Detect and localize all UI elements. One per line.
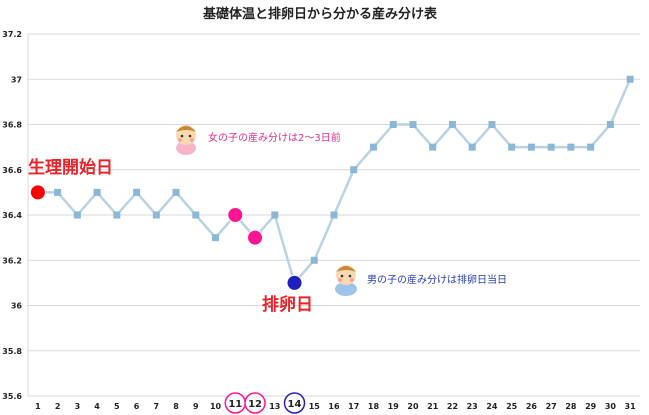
data-point <box>429 143 437 151</box>
baby-boy-icon <box>335 265 357 296</box>
x-tick-label: 20 <box>407 402 419 411</box>
x-tick-label: 12 <box>248 399 262 410</box>
data-point <box>547 143 555 151</box>
data-point <box>389 121 397 128</box>
x-tick-label: 23 <box>467 402 478 411</box>
y-tick-label: 35.6 <box>2 392 22 401</box>
data-point <box>587 143 595 151</box>
x-tick-label: 17 <box>348 402 359 411</box>
data-point <box>508 143 516 151</box>
y-tick-label: 36.6 <box>2 166 22 175</box>
data-point <box>212 234 220 242</box>
highlight-point <box>29 184 46 201</box>
y-tick-label: 37.2 <box>2 30 22 39</box>
x-tick-label: 15 <box>309 402 321 411</box>
x-tick-label: 1 <box>35 402 41 411</box>
highlight-points <box>29 184 303 291</box>
data-point <box>567 143 575 151</box>
day-circle <box>244 392 266 414</box>
data-point <box>409 121 417 128</box>
x-tick-label: 28 <box>565 402 577 411</box>
x-tick-label: 26 <box>526 402 538 411</box>
x-tick-label: 5 <box>114 402 120 411</box>
data-markers <box>54 75 634 264</box>
y-tick-label: 36.4 <box>2 211 22 220</box>
data-point <box>448 121 456 128</box>
y-tick-label: 35.8 <box>2 347 22 356</box>
x-tick-label: 3 <box>75 402 81 411</box>
x-axis-ticks: 1 2 3 4 5 6 7 8 9 10 11 12 13 14 15 16 17 18 19 20 21 22 23 24 2… <box>35 392 637 414</box>
series-polyline <box>37 78 632 286</box>
x-tick-label: 31 <box>625 402 637 411</box>
data-point <box>468 143 476 151</box>
data-point <box>369 143 377 151</box>
series-line <box>37 78 632 286</box>
data-point <box>488 121 496 128</box>
x-tick-label: 13 <box>269 402 280 411</box>
y-tick-label: 36 <box>11 302 23 311</box>
data-point <box>330 211 338 219</box>
highlight-point <box>227 207 244 223</box>
day-circle <box>283 392 306 414</box>
x-tick-label: 18 <box>368 402 380 411</box>
y-axis-ticks: 35.6 35.8 36 36.2 36.4 36.6 36.8 37 37.2 <box>2 30 22 401</box>
data-point <box>626 75 634 83</box>
x-tick-label: 4 <box>94 402 100 411</box>
baby-girl-icon <box>176 125 196 155</box>
girl-timing-label: 女の子の産み分けは2～3日前 <box>208 131 341 144</box>
highlight-point <box>286 274 303 291</box>
data-point <box>73 211 81 219</box>
x-tick-label: 14 <box>288 399 302 410</box>
x-tick-label: 10 <box>210 402 222 411</box>
y-tick-label: 36.8 <box>2 121 22 130</box>
data-point <box>271 211 279 219</box>
data-point <box>133 188 141 196</box>
x-tick-label: 27 <box>546 402 557 411</box>
data-point <box>113 211 121 219</box>
x-tick-label: 25 <box>506 402 518 411</box>
boy-timing-label: 男の子の産み分けは排卵日当日 <box>367 273 507 286</box>
data-point <box>152 211 160 219</box>
x-tick-label: 29 <box>585 402 597 411</box>
data-point <box>54 188 62 196</box>
x-tick-label: 24 <box>486 402 498 411</box>
period-start-label: 生理開始日 <box>28 157 113 178</box>
ovulation-label: 排卵日 <box>262 294 313 315</box>
data-point <box>527 143 535 151</box>
x-tick-label: 21 <box>427 402 439 411</box>
x-tick-label: 6 <box>134 402 140 411</box>
data-point <box>350 166 358 174</box>
x-tick-label: 19 <box>388 402 400 411</box>
x-tick-label: 9 <box>193 402 199 411</box>
x-tick-label: 2 <box>55 402 61 411</box>
data-point <box>606 121 614 128</box>
x-tick-label: 22 <box>447 402 458 411</box>
x-tick-label: 11 <box>228 399 242 410</box>
chart-title: 基礎体温と排卵日から分かる産み分け表 <box>202 6 438 22</box>
x-tick-label: 30 <box>605 402 617 411</box>
data-point <box>192 211 200 219</box>
data-point <box>172 188 180 196</box>
y-tick-label: 36.2 <box>2 256 22 265</box>
x-tick-label: 8 <box>173 402 179 411</box>
highlight-point <box>247 229 264 246</box>
data-point <box>93 188 101 196</box>
x-tick-label: 16 <box>328 402 340 411</box>
y-tick-label: 37 <box>11 75 22 84</box>
x-tick-label: 7 <box>154 402 160 411</box>
data-point <box>310 256 318 264</box>
